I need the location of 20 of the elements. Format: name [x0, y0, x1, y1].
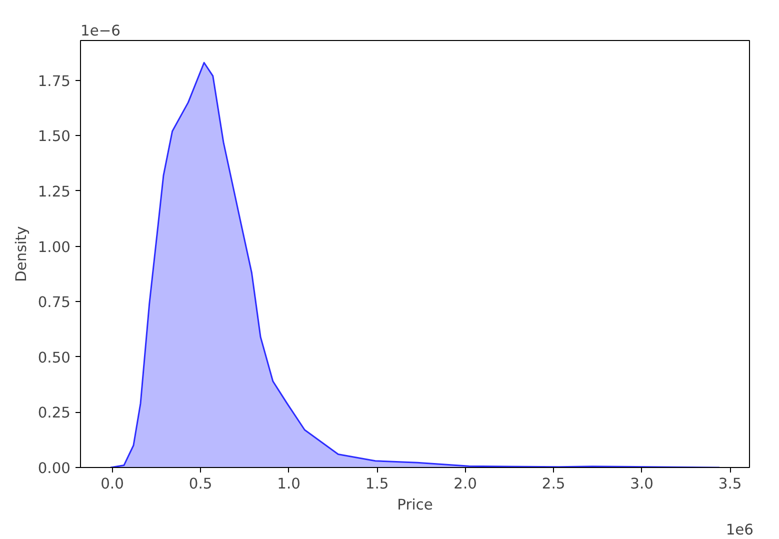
- y-axis-title: Density: [12, 226, 30, 282]
- x-tick-label: 3.5: [718, 476, 742, 492]
- y-tick-label: 0.75: [38, 294, 71, 312]
- x-tick-label: 1.5: [365, 476, 389, 492]
- y-tick-label: 0.00: [38, 460, 71, 477]
- x-tick-label: 3.0: [630, 476, 654, 492]
- y-tick-label: 0.25: [38, 404, 71, 422]
- x-axis-title: Price: [397, 496, 433, 514]
- y-tick-label: 1.25: [38, 183, 71, 200]
- x-tick-label: 0.0: [100, 476, 124, 492]
- y-tick-label: 0.50: [38, 349, 71, 366]
- text: 1e−6: [80, 22, 120, 40]
- y-tick-label: 1.50: [38, 128, 71, 146]
- text: 1e6: [726, 522, 754, 538]
- x-tick-label: 2.0: [454, 476, 477, 492]
- x-tick-label: 2.5: [542, 476, 566, 492]
- y-tick-label: 1.00: [38, 238, 71, 256]
- y-tick-label: 1.75: [38, 72, 71, 90]
- x-tick-label: 0.5: [188, 476, 212, 492]
- x-tick-label: 1.0: [277, 476, 300, 492]
